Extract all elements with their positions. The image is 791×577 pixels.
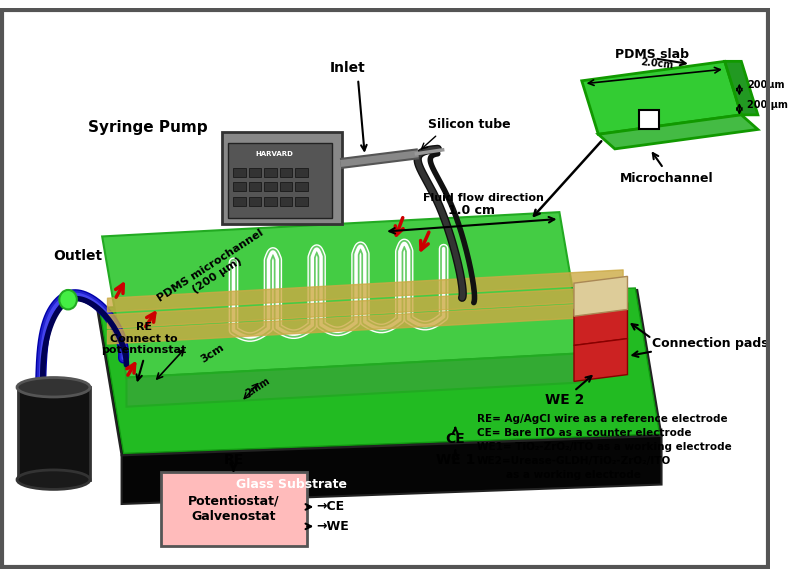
Text: 2mm: 2mm xyxy=(244,376,272,399)
FancyBboxPatch shape xyxy=(280,168,293,177)
Text: →WE: →WE xyxy=(316,520,349,533)
Text: Syringe Pump: Syringe Pump xyxy=(88,120,207,135)
FancyBboxPatch shape xyxy=(248,197,261,206)
Polygon shape xyxy=(725,61,758,115)
Text: Inlet: Inlet xyxy=(329,61,365,75)
FancyBboxPatch shape xyxy=(161,472,308,546)
Text: WE 1: WE 1 xyxy=(436,453,475,467)
FancyBboxPatch shape xyxy=(248,168,261,177)
Text: Glass Substrate: Glass Substrate xyxy=(237,478,347,491)
Text: WE 2: WE 2 xyxy=(544,393,584,407)
Text: Microchannel: Microchannel xyxy=(619,171,713,185)
Polygon shape xyxy=(581,61,741,134)
Polygon shape xyxy=(127,353,584,407)
FancyBboxPatch shape xyxy=(228,143,331,218)
Ellipse shape xyxy=(17,377,90,397)
Polygon shape xyxy=(598,115,758,149)
Polygon shape xyxy=(102,212,584,377)
Text: 200 μm: 200 μm xyxy=(747,100,788,110)
Polygon shape xyxy=(97,290,661,455)
Text: PDMS microchannel
(200 μm): PDMS microchannel (200 μm) xyxy=(156,227,272,313)
FancyBboxPatch shape xyxy=(264,182,277,191)
FancyBboxPatch shape xyxy=(233,182,246,191)
Text: Connection pads: Connection pads xyxy=(652,337,768,350)
FancyBboxPatch shape xyxy=(280,197,293,206)
FancyBboxPatch shape xyxy=(248,182,261,191)
Text: →CE: →CE xyxy=(316,500,344,514)
Text: CE: CE xyxy=(445,432,465,446)
FancyBboxPatch shape xyxy=(17,387,90,479)
Text: 2.0cm: 2.0cm xyxy=(640,57,674,70)
FancyBboxPatch shape xyxy=(295,182,308,191)
Text: 1.0 cm: 1.0 cm xyxy=(448,204,495,217)
Polygon shape xyxy=(574,339,627,381)
Text: RE: RE xyxy=(223,453,244,467)
Text: Fluid flow direction: Fluid flow direction xyxy=(423,193,544,203)
FancyBboxPatch shape xyxy=(264,168,277,177)
Text: RE
Connect to
potentionstat: RE Connect to potentionstat xyxy=(101,322,187,355)
FancyBboxPatch shape xyxy=(233,168,246,177)
FancyBboxPatch shape xyxy=(280,182,293,191)
Polygon shape xyxy=(99,288,660,454)
Text: 200μm: 200μm xyxy=(747,80,785,89)
Text: Potentiostat/
Galvenostat: Potentiostat/ Galvenostat xyxy=(187,495,279,523)
FancyBboxPatch shape xyxy=(639,110,659,129)
FancyBboxPatch shape xyxy=(233,197,246,206)
Text: Silicon tube: Silicon tube xyxy=(428,118,511,131)
Text: 3cm: 3cm xyxy=(199,342,225,365)
Polygon shape xyxy=(574,276,627,316)
Text: PDMS slab: PDMS slab xyxy=(615,48,689,61)
Ellipse shape xyxy=(59,290,77,309)
Polygon shape xyxy=(574,302,627,346)
FancyBboxPatch shape xyxy=(221,132,343,224)
Text: HARVARD: HARVARD xyxy=(255,151,293,157)
Polygon shape xyxy=(122,436,661,504)
Text: Outlet: Outlet xyxy=(53,249,102,263)
Text: RE= Ag/AgCl wire as a reference electrode
CE= Bare ITO as a counter electrode
WE: RE= Ag/AgCl wire as a reference electrod… xyxy=(477,414,732,481)
Ellipse shape xyxy=(17,470,90,489)
FancyBboxPatch shape xyxy=(295,168,308,177)
FancyBboxPatch shape xyxy=(295,197,308,206)
FancyBboxPatch shape xyxy=(264,197,277,206)
